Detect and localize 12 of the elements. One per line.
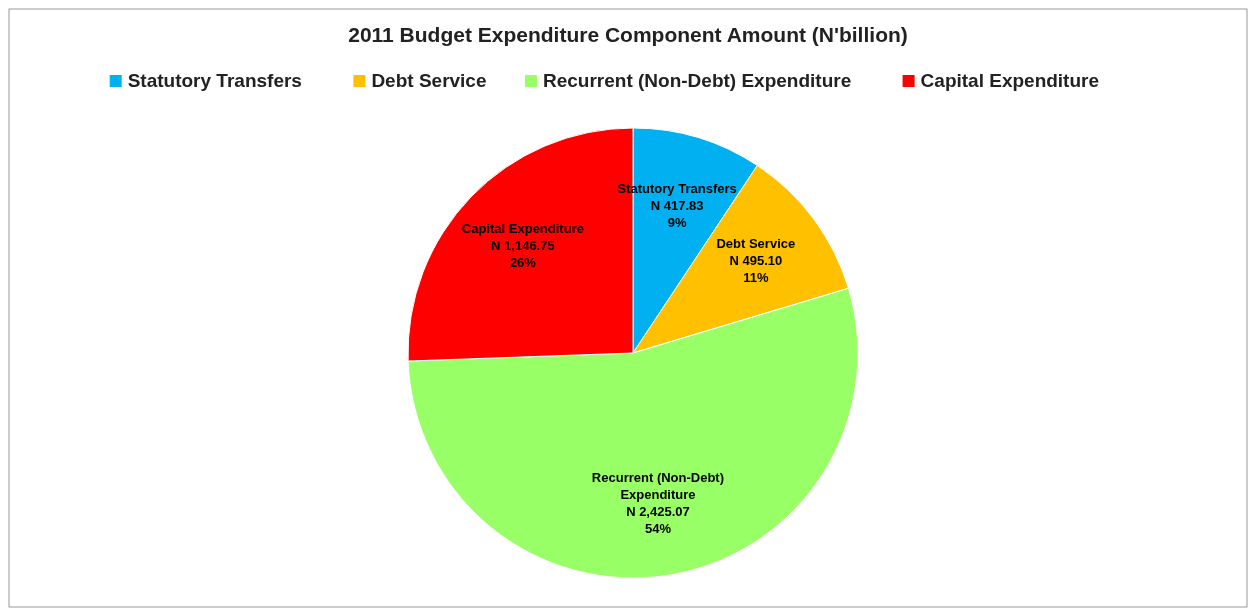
data-label: N 417.83 9% bbox=[650, 197, 704, 230]
slice-label: Capital Expenditure bbox=[461, 221, 584, 237]
legend-label: Capital Expenditure bbox=[920, 70, 1100, 92]
slice-label: Debt Service bbox=[716, 236, 796, 252]
slice-label: Recurrent (Non-Debt) Expenditure bbox=[591, 469, 725, 502]
chart-title: 2011 Budget Expenditure Component Amount (N'billion) bbox=[348, 23, 908, 46]
legend-label: Statutory Transfers bbox=[127, 70, 302, 92]
data-label: N 1,146.75 26% bbox=[491, 238, 555, 271]
legend-label: Debt Service bbox=[371, 70, 487, 92]
data-label: N 2,425.07 54% bbox=[626, 503, 690, 536]
data-label: N 495.10 11% bbox=[729, 253, 783, 286]
legend-label: Recurrent (Non-Debt) Expenditure bbox=[543, 70, 852, 92]
